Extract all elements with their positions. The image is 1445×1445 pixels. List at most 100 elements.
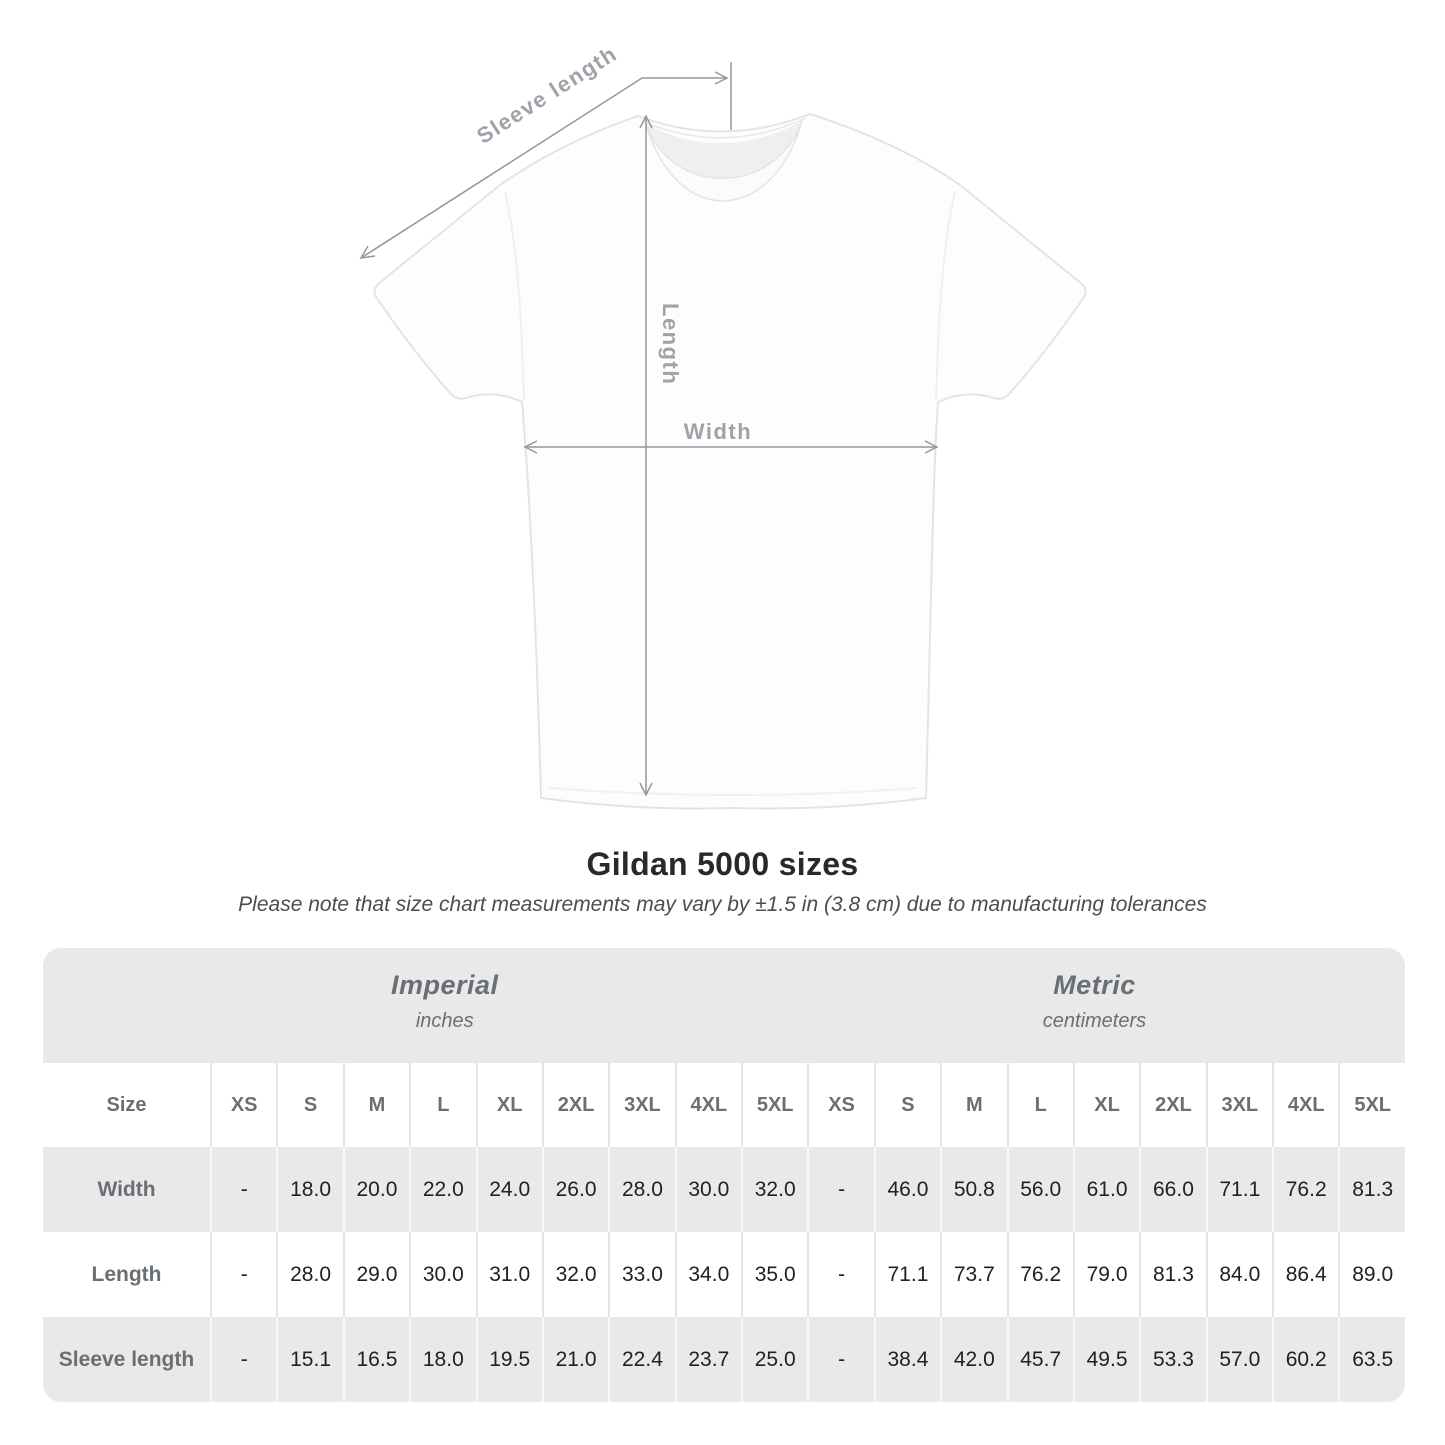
size-col-header: XL (1072, 1063, 1140, 1147)
value-cell: - (807, 1147, 874, 1232)
value-cell: 16.5 (342, 1317, 410, 1402)
tshirt-measurement-diagram: Sleeve length Length Width (359, 41, 1087, 810)
value-cell: 18.0 (276, 1147, 343, 1232)
value-cell: 22.0 (409, 1147, 476, 1232)
value-cell: 53.3 (1139, 1317, 1206, 1402)
size-col-header: S (873, 1063, 941, 1147)
size-col-header: M (940, 1063, 1007, 1147)
value-cell: 32.0 (741, 1147, 808, 1232)
tshirt-shape (373, 113, 1087, 810)
size-col-header: 5XL (741, 1063, 808, 1147)
value-cell: 66.0 (1139, 1147, 1206, 1232)
metric-sublabel: centimeters (1042, 1010, 1147, 1032)
collar-band (645, 120, 803, 202)
size-col-header: 4XL (674, 1063, 741, 1147)
size-col-header: L (1006, 1063, 1073, 1147)
value-cell: 28.0 (608, 1147, 675, 1232)
size-col-header: 2XL (1139, 1063, 1206, 1147)
value-cell: 30.0 (409, 1232, 476, 1317)
value-cell: 56.0 (1006, 1147, 1073, 1232)
value-cell: 61.0 (1072, 1147, 1140, 1232)
value-cell: 38.4 (873, 1317, 941, 1402)
collar-back-seam (641, 117, 807, 139)
value-cell: 86.4 (1272, 1232, 1339, 1317)
value-cell: 21.0 (541, 1317, 609, 1402)
length-label: Length (658, 303, 683, 385)
value-cell: 22.4 (608, 1317, 675, 1402)
value-cell: 57.0 (1205, 1317, 1272, 1402)
row-sleeve-length: Sleeve length - 15.1 16.5 18.0 19.5 21.0… (43, 1317, 1405, 1402)
value-cell: 45.7 (1006, 1317, 1073, 1402)
collar-inner-shadow (646, 121, 802, 179)
value-cell: 20.0 (342, 1147, 410, 1232)
value-cell: 31.0 (475, 1232, 542, 1317)
unit-header-band: Imperial inches Metric centimeters (43, 948, 1405, 1063)
size-col-header: 2XL (541, 1063, 609, 1147)
value-cell: 46.0 (873, 1147, 941, 1232)
header-row: Size XS S M L XL 2XL 3XL 4XL 5XL XS S M … (43, 1063, 1405, 1147)
size-col-header: XS (210, 1063, 277, 1147)
row-length: Length - 28.0 29.0 30.0 31.0 32.0 33.0 3… (43, 1232, 1405, 1317)
size-table: Imperial inches Metric centimeters Size … (43, 948, 1405, 1402)
value-cell: 73.7 (940, 1232, 1007, 1317)
value-cell: - (210, 1147, 277, 1232)
size-table-grid: Size XS S M L XL 2XL 3XL 4XL 5XL XS S M … (43, 1063, 1405, 1402)
value-cell: 60.2 (1272, 1317, 1339, 1402)
imperial-sublabel: inches (415, 1010, 474, 1032)
tshirt-seam-details (504, 190, 956, 796)
value-cell: 71.1 (1205, 1147, 1272, 1232)
value-cell: 71.1 (873, 1232, 941, 1317)
value-cell: 34.0 (674, 1232, 741, 1317)
sleeve-length-arrow (359, 62, 732, 259)
value-cell: 79.0 (1072, 1232, 1140, 1317)
value-cell: 25.0 (741, 1317, 808, 1402)
value-cell: - (807, 1317, 874, 1402)
value-cell: 49.5 (1072, 1317, 1140, 1402)
metric-label: Metric (1053, 970, 1136, 1000)
value-cell: - (210, 1232, 277, 1317)
unit-group-imperial: Imperial inches (391, 970, 499, 1033)
width-label: Width (684, 419, 752, 444)
value-cell: 84.0 (1205, 1232, 1272, 1317)
value-cell: 23.7 (674, 1317, 741, 1402)
imperial-label: Imperial (391, 970, 499, 1000)
value-cell: 26.0 (541, 1147, 609, 1232)
value-cell: 42.0 (940, 1317, 1007, 1402)
value-cell: 24.0 (475, 1147, 542, 1232)
size-col-header: 5XL (1338, 1063, 1405, 1147)
value-cell: 89.0 (1338, 1232, 1405, 1317)
size-col-header: S (276, 1063, 343, 1147)
tolerance-note: Please note that size chart measurements… (238, 893, 1207, 916)
row-label: Width (43, 1147, 210, 1232)
value-cell: 63.5 (1338, 1317, 1405, 1402)
value-cell: 81.3 (1338, 1147, 1405, 1232)
size-col-header: 3XL (608, 1063, 675, 1147)
value-cell: 35.0 (741, 1232, 808, 1317)
size-col-header: XS (807, 1063, 874, 1147)
value-cell: 19.5 (475, 1317, 542, 1402)
size-col-header: 4XL (1272, 1063, 1339, 1147)
unit-group-metric: Metric centimeters (1043, 970, 1146, 1033)
value-cell: - (210, 1317, 277, 1402)
width-arrow (523, 440, 939, 454)
value-cell: 50.8 (940, 1147, 1007, 1232)
size-col-header: 3XL (1205, 1063, 1272, 1147)
value-cell: 81.3 (1139, 1232, 1206, 1317)
value-cell: 28.0 (276, 1232, 343, 1317)
row-label: Length (43, 1232, 210, 1317)
size-col-header: M (342, 1063, 410, 1147)
tshirt-diagram-canvas: Sleeve length Length Width (359, 41, 1087, 810)
value-cell: 76.2 (1272, 1147, 1339, 1232)
tshirt-illustration (373, 113, 1087, 810)
size-header-cell: Size (43, 1063, 210, 1147)
value-cell: 33.0 (608, 1232, 675, 1317)
value-cell: 18.0 (409, 1317, 476, 1402)
value-cell: 30.0 (674, 1147, 741, 1232)
value-cell: 29.0 (342, 1232, 410, 1317)
size-col-header: XL (475, 1063, 542, 1147)
page-title: Gildan 5000 sizes (586, 846, 859, 882)
value-cell: 76.2 (1006, 1232, 1073, 1317)
row-label: Sleeve length (43, 1317, 210, 1402)
size-col-header: L (409, 1063, 476, 1147)
